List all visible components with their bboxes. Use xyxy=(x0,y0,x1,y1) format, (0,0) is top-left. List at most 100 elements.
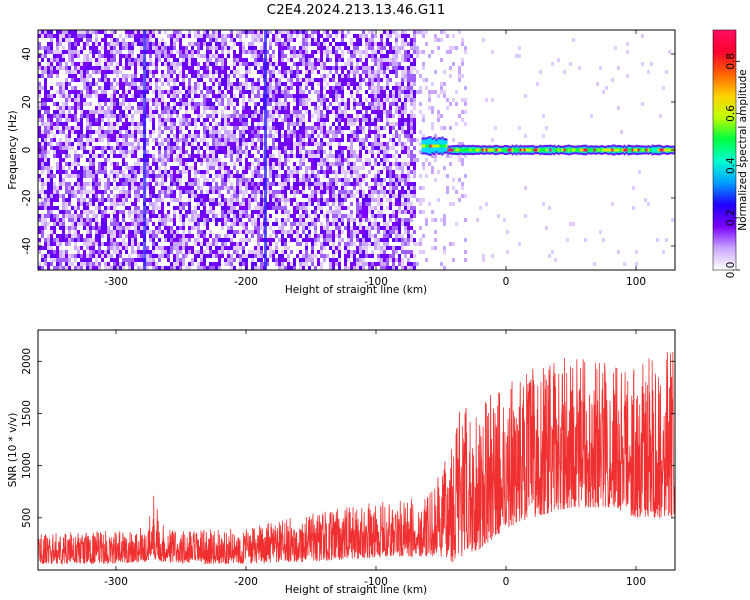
heatmap-cell xyxy=(281,58,284,62)
heatmap-cell xyxy=(113,218,116,222)
heatmap-cell xyxy=(224,82,227,86)
heatmap-cell xyxy=(305,38,308,42)
heatmap-cell xyxy=(239,262,242,266)
heatmap-cell xyxy=(110,122,113,126)
heatmap-cell xyxy=(350,50,353,54)
heatmap-cell xyxy=(299,50,302,54)
page-title: C2E4.2024.213.13.46.G11 xyxy=(267,2,446,18)
heatmap-cell xyxy=(182,142,185,146)
heatmap-cell xyxy=(344,146,347,150)
heatmap-cell xyxy=(230,30,233,34)
heatmap-cell xyxy=(314,238,317,242)
heatmap-cell xyxy=(377,58,380,62)
heatmap-cell xyxy=(161,210,164,214)
heatmap-cell xyxy=(152,258,155,262)
heatmap-cell xyxy=(251,130,254,134)
heatmap-cell xyxy=(56,162,59,166)
heatmap-cell xyxy=(104,166,107,170)
heatmap-cell xyxy=(365,226,368,230)
heatmap-cell xyxy=(56,102,59,106)
heatmap-cell xyxy=(380,162,383,166)
heatmap-cell xyxy=(74,174,77,178)
heatmap-cell xyxy=(161,174,164,178)
heatmap-cell xyxy=(377,146,380,150)
heatmap-cell xyxy=(281,70,284,74)
heatmap-cell xyxy=(347,162,350,166)
heatmap-cell xyxy=(245,102,248,106)
heatmap-cell xyxy=(320,226,323,230)
heatmap-cell xyxy=(113,50,116,54)
heatmap-cell xyxy=(209,162,212,166)
heatmap-cell xyxy=(53,242,56,246)
heatmap-cell xyxy=(326,82,329,86)
heatmap-cell xyxy=(86,262,89,266)
heatmap-cell xyxy=(308,258,311,262)
heatmap-cell xyxy=(326,58,329,62)
heatmap-cell xyxy=(188,70,191,74)
heatmap-cell xyxy=(50,178,53,182)
heatmap-cell xyxy=(245,234,248,238)
heatmap-cell xyxy=(275,90,278,94)
heatmap-cell xyxy=(353,162,356,166)
heatmap-cell xyxy=(353,42,356,46)
heatmap-cell xyxy=(173,142,176,146)
heatmap-cell xyxy=(341,186,344,190)
heatmap-cell xyxy=(257,182,260,186)
heatmap-cell xyxy=(293,154,296,158)
heatmap-cell xyxy=(56,250,59,254)
heatmap-cell xyxy=(134,146,137,150)
heatmap-cell xyxy=(182,158,185,162)
heatmap-cell xyxy=(62,254,65,258)
heatmap-cell xyxy=(59,178,62,182)
heatmap-cell xyxy=(185,126,188,130)
heatmap-cell xyxy=(311,166,314,170)
heatmap-cell xyxy=(206,218,209,222)
heatmap-cell xyxy=(164,166,167,170)
heatmap-cell xyxy=(125,46,128,50)
heatmap-cell xyxy=(359,66,362,70)
heatmap-cell xyxy=(116,166,119,170)
heatmap-cell xyxy=(293,194,296,198)
heatmap-cell xyxy=(344,78,347,82)
heatmap-cell xyxy=(173,158,176,162)
heatmap-cell xyxy=(371,86,374,90)
heatmap-cell xyxy=(185,150,188,154)
heatmap-cell xyxy=(266,190,269,194)
heatmap-cell xyxy=(116,114,119,118)
heatmap-cell xyxy=(56,38,59,42)
heatmap-cell xyxy=(254,218,257,222)
heatmap-cell xyxy=(89,202,92,206)
heatmap-cell xyxy=(83,218,86,222)
heatmap-cell xyxy=(281,50,284,54)
heatmap-cell xyxy=(278,150,281,154)
heatmap-cell xyxy=(161,130,164,134)
heatmap-cell xyxy=(371,34,374,38)
heatmap-cell xyxy=(272,114,275,118)
heatmap-cell xyxy=(248,138,251,142)
heatmap-cell xyxy=(119,42,122,46)
heatmap-cell xyxy=(308,238,311,242)
heatmap-cell xyxy=(188,182,191,186)
heatmap-cell xyxy=(254,262,257,266)
heatmap-cell xyxy=(365,46,368,50)
heatmap-cell xyxy=(326,166,329,170)
heatmap-cell xyxy=(50,206,53,210)
heatmap-cell xyxy=(71,186,74,190)
heatmap-cell xyxy=(59,166,62,170)
heatmap-cell xyxy=(107,186,110,190)
heatmap-cell xyxy=(278,58,281,62)
heatmap-cell xyxy=(38,178,41,182)
heatmap-cell xyxy=(164,254,167,258)
heatmap-cell xyxy=(323,102,326,106)
heatmap-cell xyxy=(305,242,308,246)
heatmap-cell xyxy=(68,38,71,42)
heatmap-cell xyxy=(86,226,89,230)
heatmap-cell xyxy=(335,70,338,74)
heatmap-cell xyxy=(152,110,155,114)
heatmap-cell xyxy=(59,110,62,114)
heatmap-cell xyxy=(185,266,188,270)
heatmap-cell xyxy=(230,70,233,74)
heatmap-cell xyxy=(242,114,245,118)
heatmap-cell xyxy=(68,114,71,118)
heatmap-cell xyxy=(260,134,263,138)
